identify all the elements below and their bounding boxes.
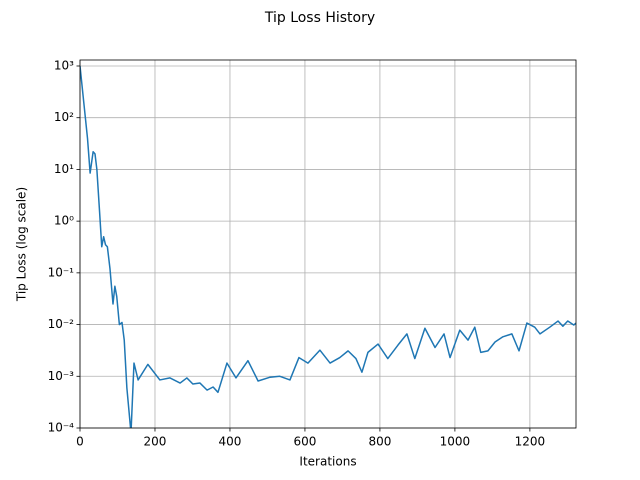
y-tick-label: 10⁻³ bbox=[48, 369, 75, 383]
y-tick-label: 10⁰ bbox=[54, 214, 74, 228]
plot-area bbox=[80, 65, 576, 428]
y-tick-label: 10⁻¹ bbox=[48, 265, 75, 279]
x-tick-label: 1200 bbox=[515, 435, 546, 449]
y-axis-label: Tip Loss (log scale) bbox=[15, 187, 29, 302]
data-line bbox=[80, 65, 576, 428]
x-axis-label: Iterations bbox=[299, 455, 356, 469]
y-tick-label: 10² bbox=[54, 110, 74, 124]
y-tick-label: 10⁻² bbox=[48, 317, 75, 331]
x-tick-label: 600 bbox=[293, 435, 316, 449]
x-tick-label: 800 bbox=[368, 435, 391, 449]
x-tick-label: 400 bbox=[219, 435, 242, 449]
axes-frame bbox=[79, 59, 577, 429]
chart-title: Tip Loss History bbox=[264, 10, 375, 26]
y-tick-label: 10³ bbox=[54, 58, 74, 72]
x-tick-label: 1000 bbox=[440, 435, 471, 449]
y-tick-label: 10¹ bbox=[54, 162, 74, 176]
y-tick-label: 10⁻⁴ bbox=[48, 421, 75, 435]
x-tick-label: 200 bbox=[144, 435, 167, 449]
x-tick-label: 0 bbox=[76, 435, 84, 449]
